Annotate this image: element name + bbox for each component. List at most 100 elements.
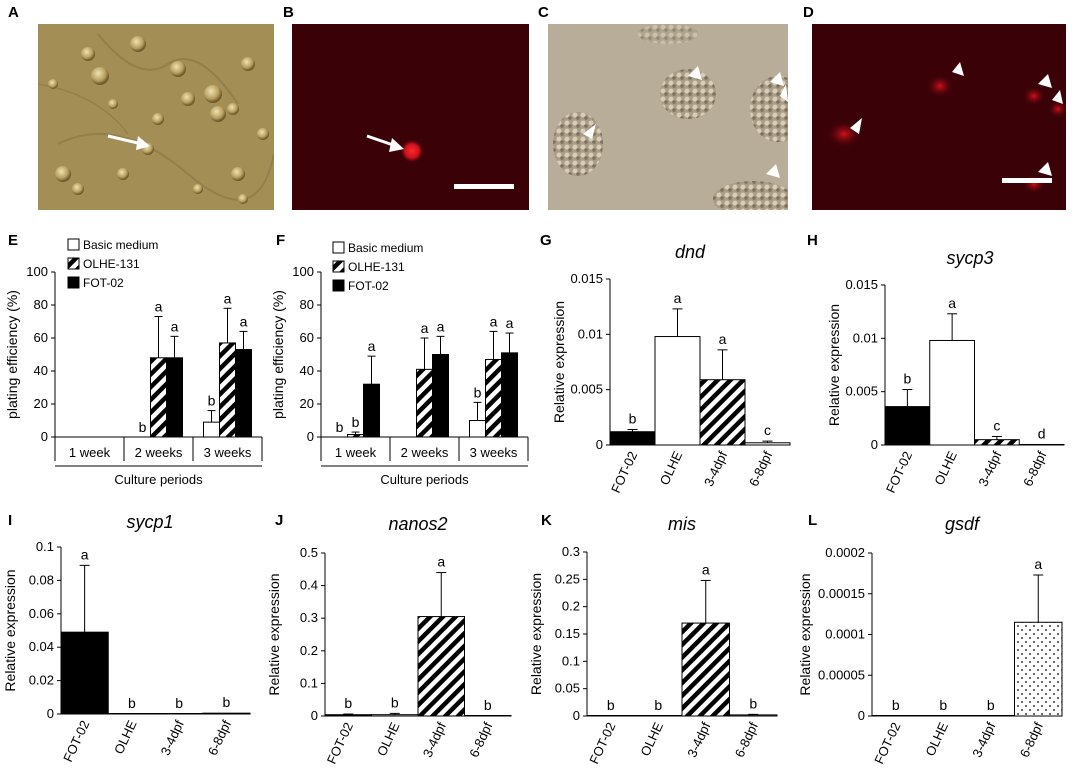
scale-bar (1002, 178, 1052, 183)
bar-g (744, 442, 791, 446)
significance-letter-k: b (654, 697, 662, 713)
x-category-label-g: FOT-02 (608, 449, 640, 495)
legend-label-f: FOT-02 (348, 279, 389, 293)
scale-bar (454, 184, 514, 189)
legend-swatch-f (332, 260, 345, 273)
y-tick-label-i: 0.04 (29, 639, 54, 654)
arrow-icon (366, 134, 404, 152)
chart-title-h: sycp3 (946, 248, 993, 268)
x-category-label-k: FOT-02 (586, 720, 618, 766)
x-category-label-h: OLHE (931, 449, 960, 488)
significance-letter-f: b (336, 419, 344, 435)
y-tick-label-h: 0.01 (853, 330, 878, 345)
y-axis-label-k: Relative expression (528, 573, 544, 695)
y-tick-label-f: 60 (300, 330, 314, 345)
legend-swatch-e (67, 257, 80, 270)
y-tick-label-j: 0.5 (300, 545, 318, 560)
x-category-label-k: 6-8dpf (732, 720, 761, 760)
bar-g (609, 431, 656, 446)
significance-letter-e: a (240, 313, 248, 329)
chart-title-k: mis (668, 514, 696, 534)
micrograph-d-image (812, 24, 1066, 210)
legend-swatch-f (332, 241, 345, 254)
significance-letter-h: c (993, 417, 1000, 433)
bar-g (654, 336, 701, 446)
y-tick-label-l: 0.0001 (825, 627, 865, 642)
y-tick-label-j: 0.1 (300, 675, 318, 690)
y-tick-label-k: 0.3 (562, 544, 580, 559)
x-category-label-h: FOT-02 (883, 449, 915, 495)
x-category-label-k: 3-4dpf (684, 720, 713, 760)
legend-label-e: Basic medium (83, 238, 158, 252)
x-category-label-h: 3-4dpf (975, 449, 1004, 489)
bar-i (60, 631, 109, 715)
bar-f (469, 420, 486, 438)
panel-letter-j: J (275, 512, 284, 529)
x-category-label-l: 3-4dpf (969, 720, 998, 760)
significance-letter-h: d (1038, 425, 1046, 441)
bar-l (871, 715, 920, 717)
x-category-label-g: 3-4dpf (701, 449, 730, 489)
y-axis-label-h: Relative expression (826, 304, 842, 426)
significance-letter-k: b (749, 695, 757, 711)
chart-title-g: dnd (675, 242, 706, 262)
y-tick-label-k: 0.1 (562, 653, 580, 668)
y-tick-label-i: 0.06 (29, 606, 54, 621)
y-tick-label-g: 0.015 (570, 271, 603, 286)
x-axis-label-f: Culture periods (380, 472, 469, 487)
x-axis-label-e: Culture periods (114, 472, 203, 487)
bar-l (966, 715, 1015, 717)
y-tick-label-g: 0 (596, 437, 603, 452)
y-tick-label-f: 100 (292, 264, 314, 279)
panel-letter-e: E (8, 232, 19, 249)
bar-f (347, 434, 364, 438)
x-category-label-j: OLHE (374, 720, 403, 759)
bar-j (371, 714, 419, 717)
bar-i (107, 713, 156, 715)
y-axis-label-e: plating efficiency (%) (4, 290, 20, 419)
micrograph-b-image (292, 24, 529, 210)
significance-letter-f: a (421, 320, 429, 336)
significance-letter-f: a (368, 338, 376, 354)
legend-swatch-e (67, 276, 80, 289)
bar-j (417, 616, 465, 717)
significance-letter-e: a (171, 318, 179, 334)
x-category-label-f: 2 weeks (401, 445, 449, 460)
y-tick-label-e: 60 (34, 330, 48, 345)
y-tick-label-i: 0.08 (29, 572, 54, 587)
bar-e (166, 357, 183, 438)
significance-letter-e: b (139, 419, 147, 435)
micrograph-b (292, 24, 529, 210)
y-tick-label-l: 0.0002 (825, 545, 865, 560)
bar-l (919, 715, 968, 717)
y-tick-label-e: 80 (34, 297, 48, 312)
y-tick-label-f: 80 (300, 297, 314, 312)
significance-letter-f: a (506, 315, 514, 331)
x-category-label-g: OLHE (657, 449, 686, 488)
y-tick-label-l: 0.00015 (818, 586, 865, 601)
legend-label-f: Basic medium (348, 241, 423, 255)
x-category-label-e: 3 weeks (204, 445, 252, 460)
x-category-label-e: 1 week (69, 445, 111, 460)
y-tick-label-e: 40 (34, 363, 48, 378)
x-category-label-h: 6-8dpf (1020, 449, 1049, 489)
y-axis-label-l: Relative expression (797, 573, 813, 695)
x-category-label-j: 6-8dpf (466, 720, 495, 760)
chart-title-i: sycp1 (126, 512, 173, 532)
bar-j (464, 715, 512, 717)
y-axis-label-f: plating efficiency (%) (270, 290, 286, 419)
bar-k (586, 715, 635, 717)
significance-letter-j: b (484, 697, 492, 713)
x-category-label-i: 3-4dpf (158, 718, 187, 758)
bar-h (929, 339, 975, 446)
x-category-label-i: OLHE (111, 718, 140, 757)
bar-f (416, 368, 433, 438)
bar-e (219, 342, 236, 438)
panel-letter-f: F (276, 232, 286, 249)
x-category-label-k: OLHE (637, 720, 666, 759)
y-tick-label-e: 20 (34, 396, 48, 411)
x-category-label-j: FOT-02 (324, 720, 356, 766)
y-axis-label-j: Relative expression (266, 573, 282, 695)
significance-letter-g: a (719, 331, 727, 347)
y-tick-label-i: 0.02 (29, 673, 54, 688)
